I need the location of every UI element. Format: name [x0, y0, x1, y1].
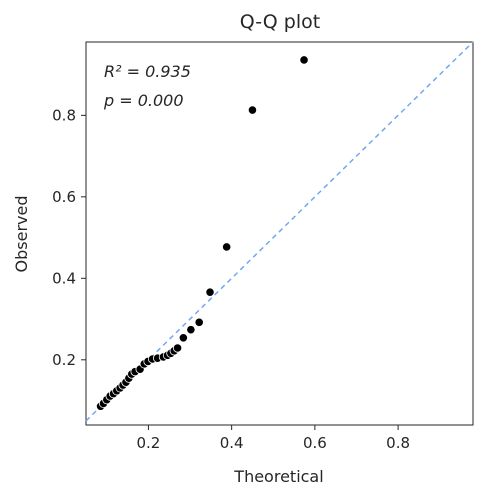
x-tick-label: 0.4 [220, 434, 244, 452]
p-value-annotation: p = 0.000 [103, 91, 184, 110]
y-axis-ticks: 0.2 0.4 0.6 0.8 [52, 106, 86, 369]
data-point [194, 317, 204, 327]
data-point [178, 333, 188, 343]
x-axis-ticks: 0.2 0.4 0.6 0.8 [136, 425, 410, 452]
x-axis-label: Theoretical [233, 467, 323, 486]
data-point [205, 287, 215, 297]
data-point [186, 325, 196, 335]
data-points-layer [95, 55, 309, 411]
data-point [299, 55, 309, 65]
r-squared-annotation: R² = 0.935 [104, 62, 191, 81]
data-point [247, 105, 258, 115]
y-tick-label: 0.6 [52, 188, 76, 206]
y-tick-label: 0.8 [52, 106, 76, 124]
data-point [222, 242, 232, 252]
chart-title: Q-Q plot [240, 11, 320, 33]
x-tick-label: 0.2 [136, 434, 160, 452]
x-tick-label: 0.8 [386, 434, 410, 452]
x-tick-label: 0.6 [303, 434, 327, 452]
y-tick-label: 0.2 [52, 351, 76, 369]
y-tick-label: 0.4 [52, 269, 76, 287]
data-point [172, 343, 183, 353]
y-axis-label: Observed [12, 196, 31, 273]
